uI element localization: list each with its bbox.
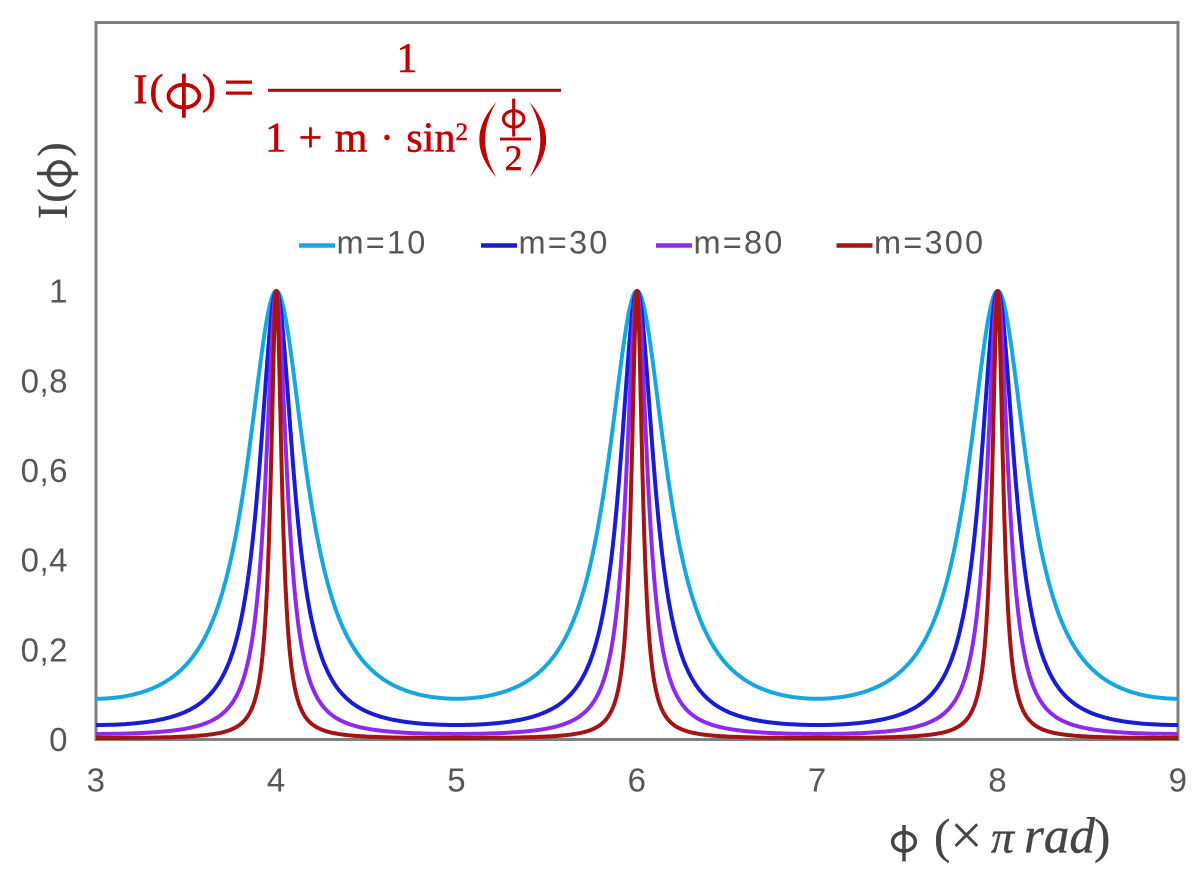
svg-text:m=10: m=10 [337, 225, 428, 261]
svg-text:1: 1 [49, 273, 68, 310]
svg-text:): ) [202, 68, 216, 114]
svg-text:2: 2 [456, 119, 469, 146]
svg-text:9: 9 [1169, 762, 1188, 799]
svg-text:I: I [31, 205, 77, 219]
svg-text:): ) [31, 143, 77, 157]
svg-text:×: × [950, 803, 983, 868]
svg-text:6: 6 [628, 762, 647, 799]
svg-text:0,4: 0,4 [21, 542, 68, 579]
svg-text:(: ( [31, 189, 77, 203]
svg-text:m=300: m=300 [874, 225, 985, 261]
svg-text:4: 4 [267, 762, 286, 799]
svg-text:): ) [1094, 809, 1110, 864]
svg-text:0,8: 0,8 [21, 362, 68, 399]
svg-text:π: π [991, 812, 1016, 863]
svg-text:8: 8 [988, 762, 1007, 799]
svg-text:(: ( [934, 809, 950, 864]
svg-text:5: 5 [447, 762, 466, 799]
svg-text:2: 2 [505, 138, 523, 178]
svg-text:0: 0 [49, 721, 68, 758]
svg-text:=: = [224, 57, 255, 118]
svg-text:rad: rad [1024, 809, 1095, 865]
svg-text:7: 7 [808, 762, 827, 799]
svg-text:1: 1 [397, 36, 418, 82]
svg-text:m=30: m=30 [519, 225, 610, 261]
svg-text:1 + m · sin: 1 + m · sin [265, 116, 455, 162]
svg-text:m=80: m=80 [694, 225, 785, 261]
svg-text:(: ( [150, 68, 164, 114]
svg-text:I: I [134, 68, 148, 114]
svg-text:0,2: 0,2 [21, 631, 68, 668]
svg-text:0,6: 0,6 [21, 452, 68, 489]
svg-text:3: 3 [87, 762, 106, 799]
